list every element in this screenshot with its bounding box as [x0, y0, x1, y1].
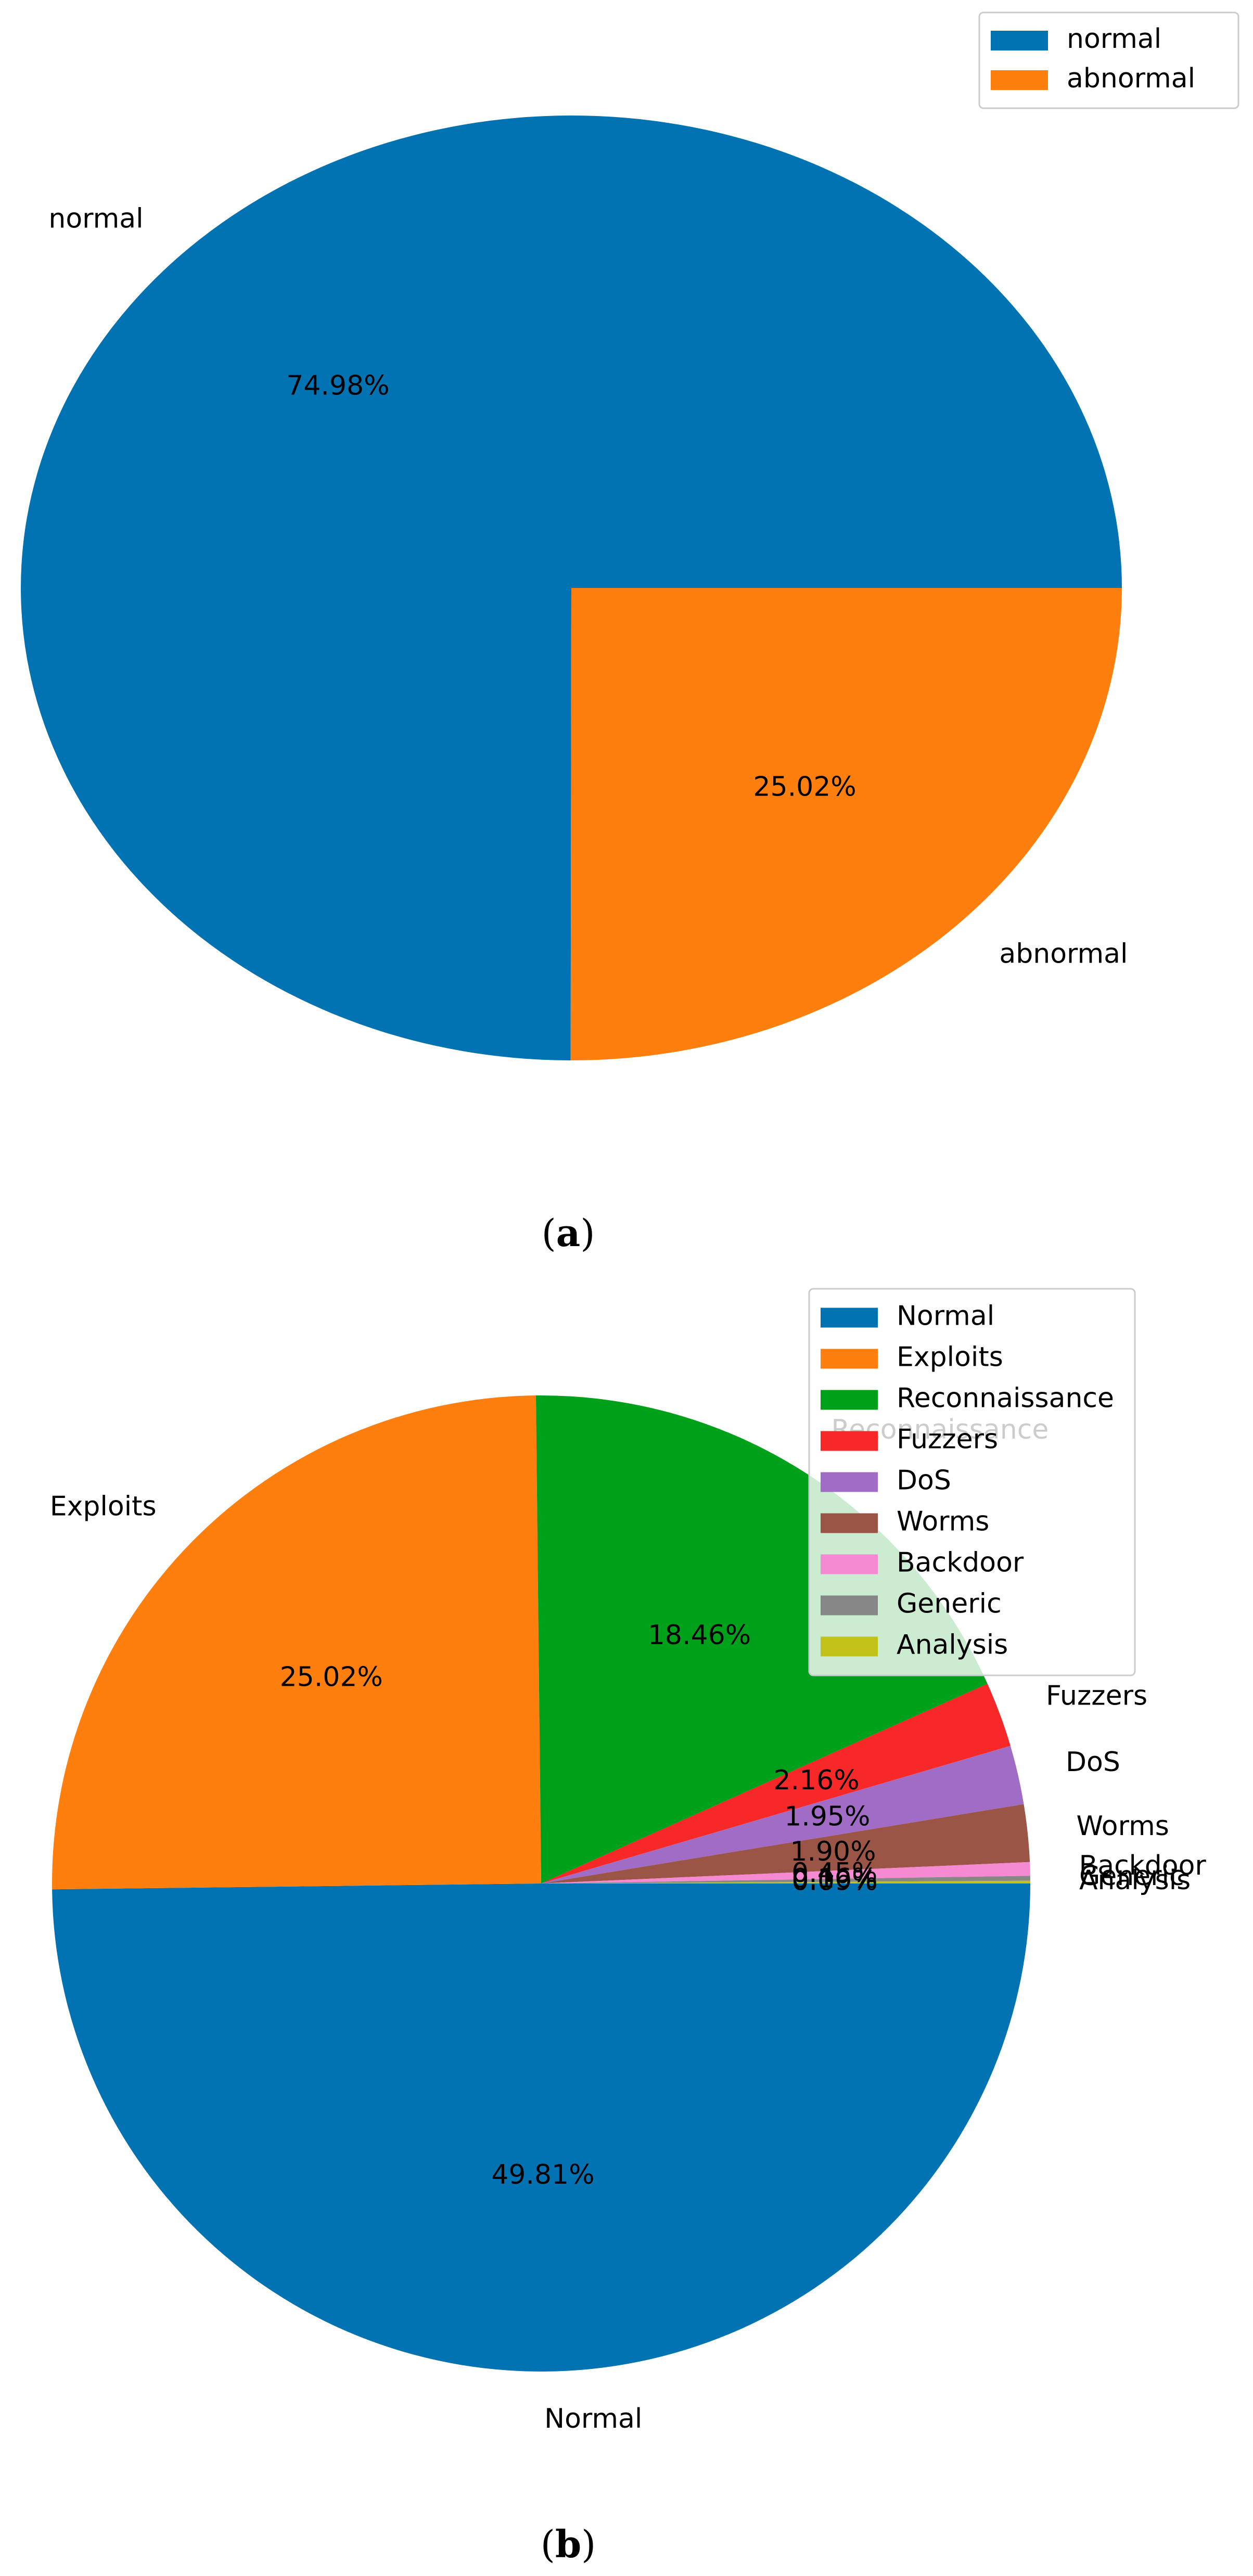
- legend-entry-reconnaissance: Reconnaissance: [897, 1383, 1114, 1414]
- caption-a-letter: a: [556, 1211, 581, 1255]
- legend-swatch-generic: [821, 1595, 878, 1616]
- percent-label-normal: 74.98%: [286, 370, 389, 402]
- pie-slice-normal: [52, 1883, 1030, 2372]
- slices: [21, 115, 1122, 1060]
- pie-slice-exploits: [52, 1395, 541, 1890]
- percent-label-generic: 0.16%: [791, 1863, 877, 1894]
- pie-slice-reconnaissance: [535, 1395, 988, 1883]
- slice-label-exploits: Exploits: [50, 1491, 157, 1522]
- slice-label-analysis: Analysis: [1079, 1865, 1191, 1896]
- percent-label-abnormal: 25.02%: [753, 771, 856, 802]
- pie-slice-analysis: [541, 1880, 1030, 1883]
- svg-text:(a): (a): [542, 1211, 595, 1255]
- percent-labels: 49.81% 25.02% 18.46% 2.16% 1.95% 1.90%0.45%0.…: [280, 1620, 878, 2190]
- slice-label-abnormal: abnormal: [999, 939, 1128, 970]
- percent-label-backdoor: 0.45%: [791, 1857, 877, 1889]
- legend: normal abnormal: [978, 11, 1239, 109]
- legend-swatch-analysis: [821, 1636, 878, 1657]
- slice-label-fuzzers: Fuzzers: [1046, 1681, 1147, 1712]
- caption-b-letter: b: [555, 2522, 581, 2566]
- slices: [52, 1395, 1030, 2372]
- percent-label-dos: 1.95%: [784, 1801, 870, 1832]
- legend-entry-generic: Generic: [897, 1588, 1002, 1620]
- legend-swatch-worms: [821, 1513, 878, 1533]
- percent-label-fuzzers: 2.16%: [773, 1765, 859, 1796]
- legend-entry-dos: DoS: [897, 1465, 951, 1496]
- pie-chart-a: normal abnormal 74.98% 25.02% normal abnormal: [21, 11, 1239, 1060]
- percent-label-analysis: 0.09%: [791, 1865, 877, 1896]
- legend-entry-exploits: Exploits: [897, 1342, 1003, 1373]
- percent-labels: 74.98% 25.02%: [286, 370, 856, 803]
- percent-label-normal: 49.81%: [491, 2159, 594, 2190]
- legend-entry-analysis: Analysis: [897, 1630, 1008, 1661]
- legend: Normal Exploits Reconnaissance Fuzzers DoS Wo…: [808, 1288, 1136, 1676]
- pie-slice-dos: [541, 1746, 1024, 1883]
- legend-swatch-fuzzers: [821, 1431, 878, 1451]
- legend-swatch-normal: [821, 1308, 878, 1328]
- legend-swatch-dos: [821, 1472, 878, 1492]
- pie-slice-abnormal: [570, 588, 1122, 1060]
- pie-slice-fuzzers: [541, 1684, 1011, 1883]
- pie-slice-generic: [541, 1876, 1030, 1883]
- legend-entry-worms: Worms: [897, 1506, 989, 1537]
- legend-entry-normal: Normal: [897, 1301, 994, 1332]
- slice-label-dos: DoS: [1066, 1747, 1120, 1778]
- caption-a: (a): [542, 1211, 595, 1255]
- slice-label-generic: Generic: [1079, 1861, 1184, 1892]
- caption-b: (b): [541, 2522, 596, 2566]
- legend-swatch-backdoor: [821, 1554, 878, 1574]
- percent-label-exploits: 25.02%: [280, 1662, 383, 1693]
- legend-frame: [808, 1288, 1136, 1676]
- legend-entry-abnormal: abnormal: [1067, 63, 1195, 94]
- percent-label-reconnaissance: 18.46%: [648, 1620, 751, 1651]
- slice-label-backdoor: Backdoor: [1079, 1850, 1207, 1881]
- legend-swatch-reconnaissance: [821, 1390, 878, 1410]
- pie-slice-worms: [541, 1804, 1030, 1883]
- slice-label-worms: Worms: [1076, 1811, 1169, 1842]
- legend-swatch-abnormal: [991, 70, 1048, 90]
- svg-text:(b): (b): [541, 2522, 596, 2566]
- slice-label-normal: Normal: [544, 2403, 642, 2434]
- percent-label-worms: 1.90%: [790, 1836, 876, 1867]
- legend-entry-normal: normal: [1067, 23, 1161, 55]
- pie-chart-b: Normal Exploits Reconnaissance Fuzzers DoS Wo…: [50, 1288, 1207, 2434]
- legend-entry-backdoor: Backdoor: [897, 1547, 1024, 1579]
- pie-slice-backdoor: [541, 1862, 1030, 1883]
- slice-label-normal: normal: [48, 203, 143, 234]
- pie-slice-normal: [21, 115, 1122, 1060]
- legend-entry-fuzzers: Fuzzers: [897, 1424, 998, 1455]
- slice-labels: normal abnormal: [48, 203, 1128, 969]
- legend-swatch-exploits: [821, 1349, 878, 1369]
- legend-swatch-normal: [991, 31, 1048, 50]
